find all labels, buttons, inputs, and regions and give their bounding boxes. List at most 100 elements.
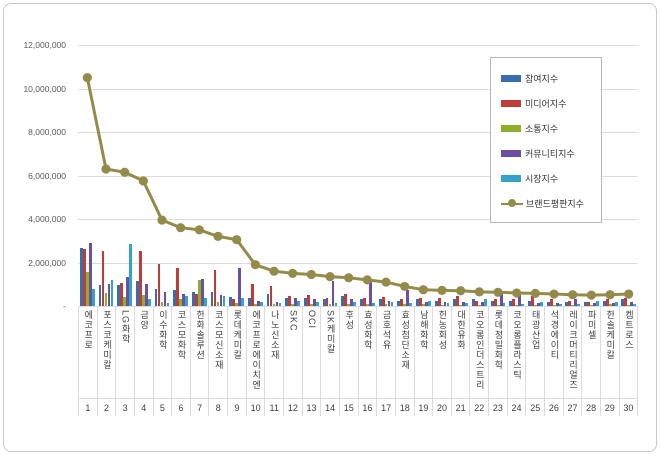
bar — [222, 296, 226, 306]
bar — [502, 302, 506, 306]
bar — [353, 301, 357, 306]
x-category-cell: 남해화학 19 — [414, 306, 434, 416]
bar — [216, 301, 220, 306]
x-category-cell: 코오롱인더스트리 22 — [470, 306, 490, 416]
x-category-cell: 포스코케미칼 2 — [97, 306, 117, 416]
rank-number: 12 — [284, 398, 302, 416]
x-category-cell: 레이크머티리얼즈 27 — [563, 306, 583, 416]
line-marker — [344, 273, 354, 283]
x-category-cell: LG화학 3 — [116, 306, 135, 416]
bar-group — [358, 45, 377, 306]
bar — [443, 301, 447, 306]
line-marker — [194, 225, 204, 235]
bar-group — [545, 45, 564, 306]
bar — [577, 303, 581, 306]
bar — [328, 303, 332, 306]
bar — [381, 297, 385, 306]
line-marker — [437, 285, 447, 295]
bar — [253, 303, 257, 306]
bar-group — [265, 45, 284, 306]
bar — [624, 298, 628, 306]
bar — [163, 291, 167, 306]
x-category-cell: 금양 4 — [134, 306, 154, 416]
x-category-label: 코오롱인더스트리 — [474, 310, 484, 390]
x-category-cell: 효성화학 16 — [358, 306, 378, 416]
x-category-cell: 금호석유 17 — [377, 306, 396, 416]
bar-group — [134, 45, 153, 306]
bar — [107, 284, 111, 306]
bar — [387, 300, 391, 306]
rank-number: 30 — [619, 398, 638, 416]
line-marker — [418, 285, 428, 295]
bar — [160, 301, 164, 306]
x-category-cell: SKC 12 — [284, 306, 303, 416]
bar — [123, 297, 127, 306]
bar — [104, 292, 108, 306]
bar — [587, 301, 590, 306]
x-category-cell: 코스모신소재 8 — [209, 306, 229, 416]
bar — [565, 301, 569, 306]
x-category-label: 나노신소재 — [269, 310, 279, 360]
bar-group — [619, 45, 638, 306]
x-category-label: 대한유화 — [456, 310, 466, 350]
line-marker — [269, 266, 279, 276]
rank-number: 22 — [470, 398, 489, 416]
bar — [210, 291, 214, 306]
legend-label: 브랜드평판지수 — [526, 199, 584, 209]
bar — [422, 304, 425, 306]
line-marker — [381, 277, 391, 287]
bar — [266, 294, 270, 306]
x-category-label: OCI — [307, 310, 316, 330]
bar — [304, 298, 307, 306]
bar — [528, 300, 531, 306]
bar — [241, 298, 245, 306]
bar — [400, 299, 404, 306]
bar — [558, 303, 562, 306]
x-axis: 에코프로 1 포스코케미칼 2 LG화학 3 금양 4 이수화학 5 코스모화학 6 한화솔루션 7 코스모… — [78, 306, 639, 416]
x-category-label: 남해화학 — [418, 310, 428, 350]
brand-index-line — [82, 73, 634, 300]
bar — [322, 299, 326, 306]
bar — [428, 300, 431, 306]
bar — [269, 286, 273, 306]
bar — [574, 299, 578, 306]
bar — [515, 304, 519, 306]
line-marker — [138, 176, 148, 186]
x-category-cell: 한화솔루션 7 — [190, 306, 210, 416]
bar — [200, 278, 204, 306]
bar-group — [115, 45, 134, 306]
bar — [416, 299, 419, 306]
x-category-label: 석경에이티 — [549, 310, 559, 360]
bar — [235, 302, 239, 306]
bar — [101, 250, 105, 306]
x-category-label: 롯데케미칼 — [232, 310, 242, 360]
x-category-cell: 석경에이티 26 — [545, 306, 564, 416]
bar-group — [451, 45, 470, 306]
line-marker — [120, 167, 130, 177]
bar — [540, 301, 543, 306]
x-category-label: 효성첨단소재 — [400, 310, 410, 370]
bar — [568, 300, 572, 306]
legend: 참여지수 미디어지수 소통지수 커뮤니티지수 시장지수 브랜드평판지수 — [490, 57, 602, 223]
bar-groups — [78, 45, 638, 306]
x-category-cell: 에코프로 1 — [78, 306, 98, 416]
y-tick-label: 10,000,000 — [23, 83, 66, 94]
bar — [288, 296, 292, 306]
bar — [310, 303, 313, 306]
bar — [179, 299, 183, 306]
bar — [360, 299, 363, 306]
x-category-label: 레이크머티리얼즈 — [567, 310, 577, 390]
y-tick-label: 4,000,000 — [28, 214, 66, 224]
bar — [614, 301, 618, 306]
bar-group — [321, 45, 340, 306]
x-category-label: 에코프로에이치엔 — [251, 310, 261, 390]
bar — [493, 299, 497, 306]
bar — [147, 299, 151, 306]
x-category-label: 한농화성 — [437, 310, 447, 350]
rank-number: 28 — [582, 398, 600, 416]
rank-number: 11 — [265, 398, 284, 416]
legend-bar-swatch — [501, 150, 521, 157]
legend-item: 브랜드평판지수 — [501, 191, 601, 216]
bar — [154, 288, 158, 306]
